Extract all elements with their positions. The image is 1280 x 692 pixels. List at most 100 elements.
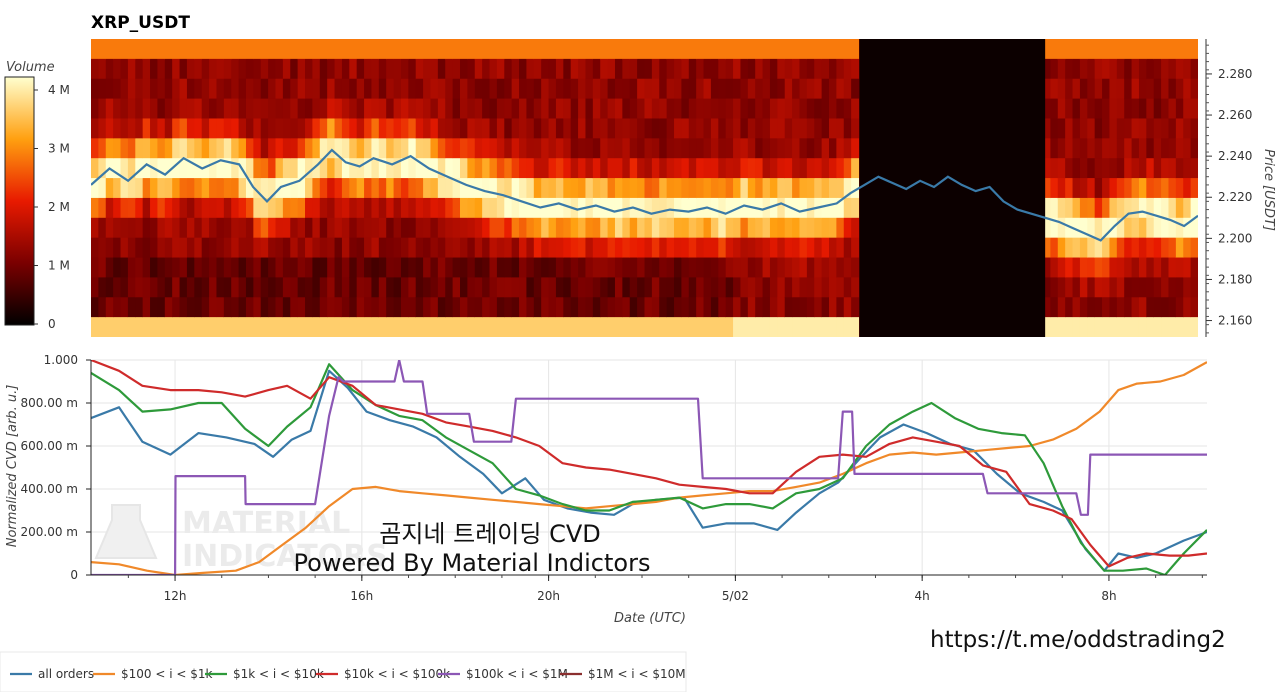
heatmap-cell (1065, 297, 1074, 318)
legend-label[interactable]: $1k < i < $10k (233, 667, 324, 681)
heatmap-cell (725, 217, 734, 239)
heatmap-cell (843, 78, 852, 100)
heatmap-cell (297, 78, 306, 100)
heatmap-cell (548, 138, 557, 159)
heatmap-cell (651, 58, 660, 80)
legend-label[interactable]: $10k < i < $100k (344, 667, 450, 681)
heatmap-cell (113, 78, 122, 100)
heatmap-cell (1161, 178, 1169, 199)
flask-watermark-icon (94, 504, 158, 559)
heatmap-cell (607, 197, 616, 219)
heatmap-cell (489, 217, 498, 239)
heatmap-cell (511, 297, 520, 318)
heatmap-cell (1131, 98, 1140, 119)
heatmap-cell (777, 178, 786, 199)
heatmap-cell (430, 158, 439, 179)
legend-label[interactable]: $100 < i < $1k (121, 667, 213, 681)
heatmap-cell (688, 237, 697, 259)
colorbar-tick-label: 2 M (48, 200, 70, 214)
heatmap-cell (821, 317, 830, 337)
heatmap-cell (150, 78, 158, 100)
heatmap-cell (356, 39, 365, 60)
heatmap-cell (1146, 138, 1155, 159)
heatmap-cell (600, 58, 609, 80)
heatmap-cell (821, 277, 830, 298)
heatmap-cell (312, 197, 321, 219)
heatmap-cell (696, 58, 705, 80)
heatmap-cell (216, 317, 225, 337)
heatmap-cell (113, 217, 122, 239)
heatmap-cell (541, 39, 550, 60)
heatmap-cell (312, 78, 321, 100)
heatmap-cell (688, 98, 697, 119)
heatmap-cell (784, 78, 793, 100)
heatmap-cell (836, 237, 845, 259)
telegram-link[interactable]: https://t.me/oddstrading2 (930, 627, 1226, 653)
legend-label[interactable]: $100k < i < $1M (466, 667, 568, 681)
heatmap-cell (629, 58, 638, 80)
heatmap-cell (762, 178, 771, 199)
legend-label[interactable]: all orders (38, 667, 94, 681)
heatmap-cell (319, 138, 328, 159)
heatmap-cell (356, 237, 365, 259)
heatmap-cell (305, 197, 313, 219)
heatmap-cell (172, 297, 181, 318)
heatmap-cell (688, 58, 697, 80)
heatmap-cell (555, 98, 564, 119)
heatmap-cell (415, 58, 424, 80)
heatmap-cell (1079, 58, 1088, 80)
heatmap-cell (334, 197, 343, 219)
heatmap-cell (1131, 78, 1140, 100)
heatmap-cell (98, 178, 107, 199)
heatmap-cell (172, 39, 181, 60)
heatmap-cell (681, 78, 690, 100)
heatmap-cell (533, 78, 542, 100)
heatmap-cell (430, 78, 439, 100)
heatmap-cell (629, 317, 638, 337)
heatmap-cell (806, 297, 815, 318)
heatmap-cell (1153, 178, 1162, 199)
heatmap-cell (666, 118, 675, 139)
heatmap-cell (1079, 297, 1088, 318)
heatmap-cell (519, 58, 527, 80)
heatmap-cell (297, 98, 306, 119)
heatmap-cell (1175, 39, 1184, 60)
heatmap-cell (334, 217, 343, 239)
heatmap-cell (186, 237, 195, 259)
heatmap-cell (172, 138, 181, 159)
heatmap-cell (792, 178, 800, 199)
heatmap-cell (194, 158, 203, 179)
heatmap-cell (563, 98, 572, 119)
heatmap-cell (607, 118, 616, 139)
heatmap-cell (120, 237, 129, 259)
legend-box (0, 651, 687, 692)
heatmap-cell (467, 217, 476, 239)
heatmap-cell (563, 58, 572, 80)
heatmap-cell (696, 237, 705, 259)
heatmap-cell (445, 98, 454, 119)
heatmap-cell (703, 98, 712, 119)
legend-label[interactable]: $1M < i < $10M (588, 667, 686, 681)
heatmap-cell (548, 178, 557, 199)
heatmap-cell (718, 178, 727, 199)
heatmap-cell (135, 237, 144, 259)
heatmap-cell (806, 217, 815, 239)
heatmap-cell (98, 297, 107, 318)
heatmap-cell (637, 58, 645, 80)
heatmap-cell (747, 237, 756, 259)
heatmap-cell (504, 138, 513, 159)
heatmap-cell (282, 257, 291, 278)
heatmap-cell (371, 257, 380, 278)
heatmap-cell (120, 317, 129, 337)
heatmap-cell (755, 78, 764, 100)
heatmap-cell (305, 257, 313, 278)
heatmap-cell (319, 158, 328, 179)
heatmap-cell (681, 217, 690, 239)
heatmap-cell (622, 237, 631, 259)
heatmap-cell (386, 158, 395, 179)
heatmap-cell (777, 317, 786, 337)
heatmap-cell (356, 197, 365, 219)
y-tick-label: 0 (70, 568, 78, 582)
heatmap-cell (821, 98, 830, 119)
